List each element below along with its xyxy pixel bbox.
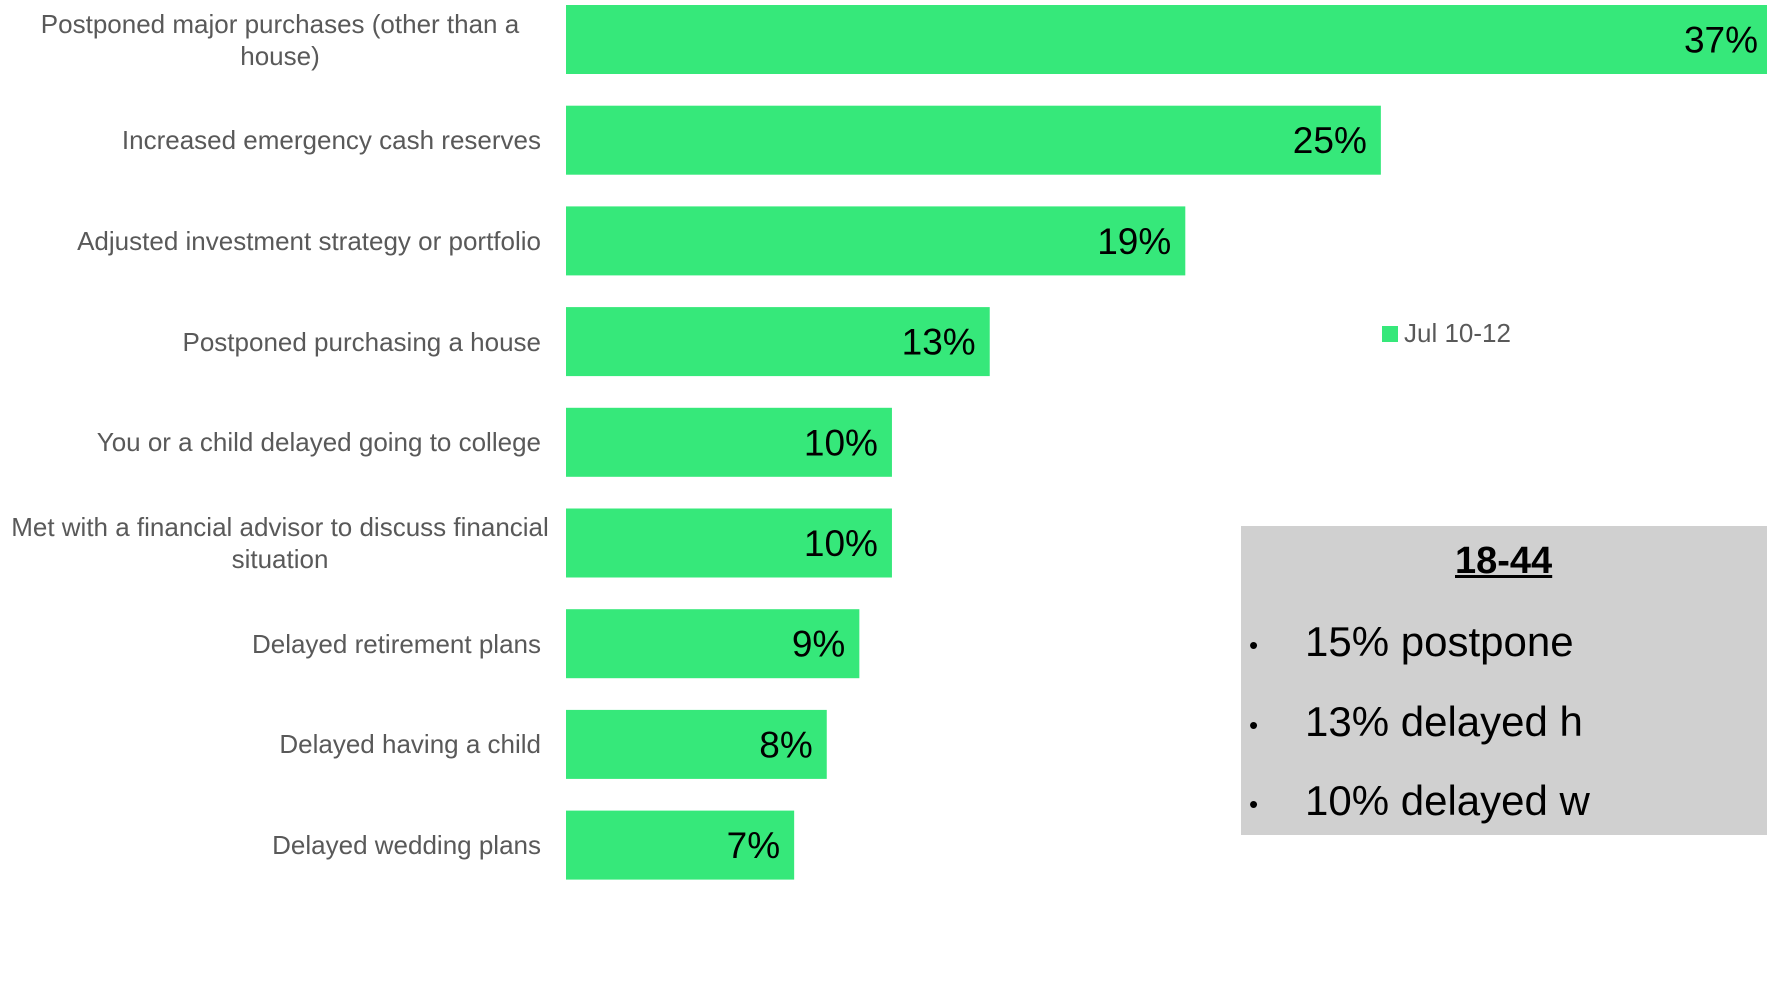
category-label: Postponed major purchases (other than a … (40, 8, 520, 71)
data-label: 25% (1293, 120, 1367, 161)
legend-label: Jul 10-12 (1404, 318, 1511, 348)
category-label: Delayed wedding plans (272, 830, 541, 861)
category-label: You or a child delayed going to college (96, 427, 541, 458)
bar (566, 810, 795, 880)
bar (566, 508, 892, 578)
legend-swatch (1382, 325, 1398, 342)
callout-item-text: 13% delayed h (1305, 698, 1583, 745)
data-label: 10% (804, 523, 878, 564)
callout-title: 18-44 (1455, 540, 1553, 582)
data-label: 10% (804, 422, 878, 463)
bullet-icon: • (1249, 789, 1259, 819)
callout-item-text: 15% postpone (1305, 618, 1574, 665)
category-label: Delayed retirement plans (251, 628, 541, 659)
data-label: 8% (759, 724, 812, 765)
data-label: 37% (1684, 20, 1758, 61)
bar (566, 709, 827, 779)
bar (566, 307, 990, 377)
category-label: Increased emergency cash reserves (121, 125, 541, 156)
bar (566, 105, 1381, 175)
bar (566, 5, 1767, 74)
category-label: Postponed purchasing a house (182, 326, 542, 357)
category-label: Met with a financial advisor to discuss … (11, 512, 549, 574)
data-label: 13% (902, 322, 976, 363)
data-label: 7% (727, 825, 780, 866)
bar (566, 407, 892, 477)
bar (566, 206, 1186, 276)
category-label: Delayed having a child (279, 729, 541, 760)
callout-item-text: 10% delayed w (1305, 777, 1590, 824)
data-label: 9% (792, 624, 845, 665)
category-label: Adjusted investment strategy or portfoli… (77, 225, 541, 256)
callout-box: 18-44 • 15% postpone • 13% delayed h • 1… (1241, 526, 1767, 835)
bullet-icon: • (1249, 710, 1259, 740)
data-label: 19% (1097, 221, 1171, 262)
legend: Jul 10-12 (1382, 318, 1511, 349)
bar (566, 609, 860, 679)
bullet-icon: • (1249, 630, 1259, 660)
